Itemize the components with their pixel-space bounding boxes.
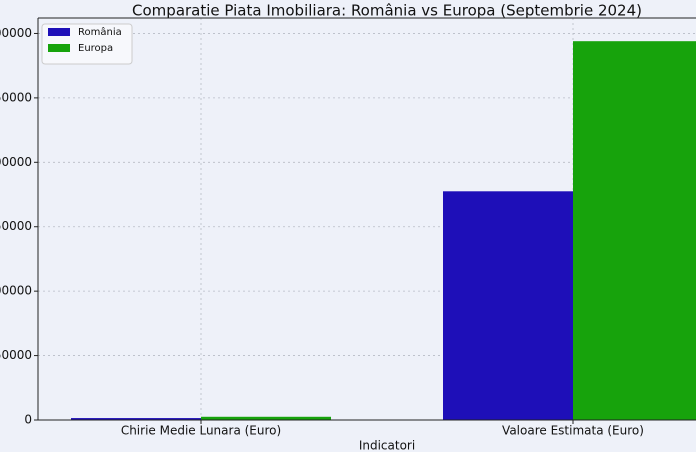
chart-title: Comparatie Piata Imobiliara: România vs … [132,2,642,20]
legend-label: Europa [78,43,113,54]
legend-swatch [48,28,70,36]
bar [71,418,201,420]
y-tick-label: 300000 [0,26,32,40]
y-tick-label: 100000 [0,284,32,298]
legend-label: România [78,26,122,38]
y-tick-label: 250000 [0,90,32,104]
y-tick-label: 50000 [0,348,32,362]
x-tick-label: Chirie Medie Lunara (Euro) [121,424,281,438]
legend-swatch [48,44,70,52]
y-tick-label: 150000 [0,219,32,233]
y-tick-label: 0 [24,413,32,427]
bar [443,191,573,420]
x-axis-label: Indicatori [359,439,415,452]
bar [201,416,331,420]
bar [573,41,696,420]
y-tick-label: 200000 [0,155,32,169]
x-tick-label: Valoare Estimata (Euro) [502,424,644,438]
